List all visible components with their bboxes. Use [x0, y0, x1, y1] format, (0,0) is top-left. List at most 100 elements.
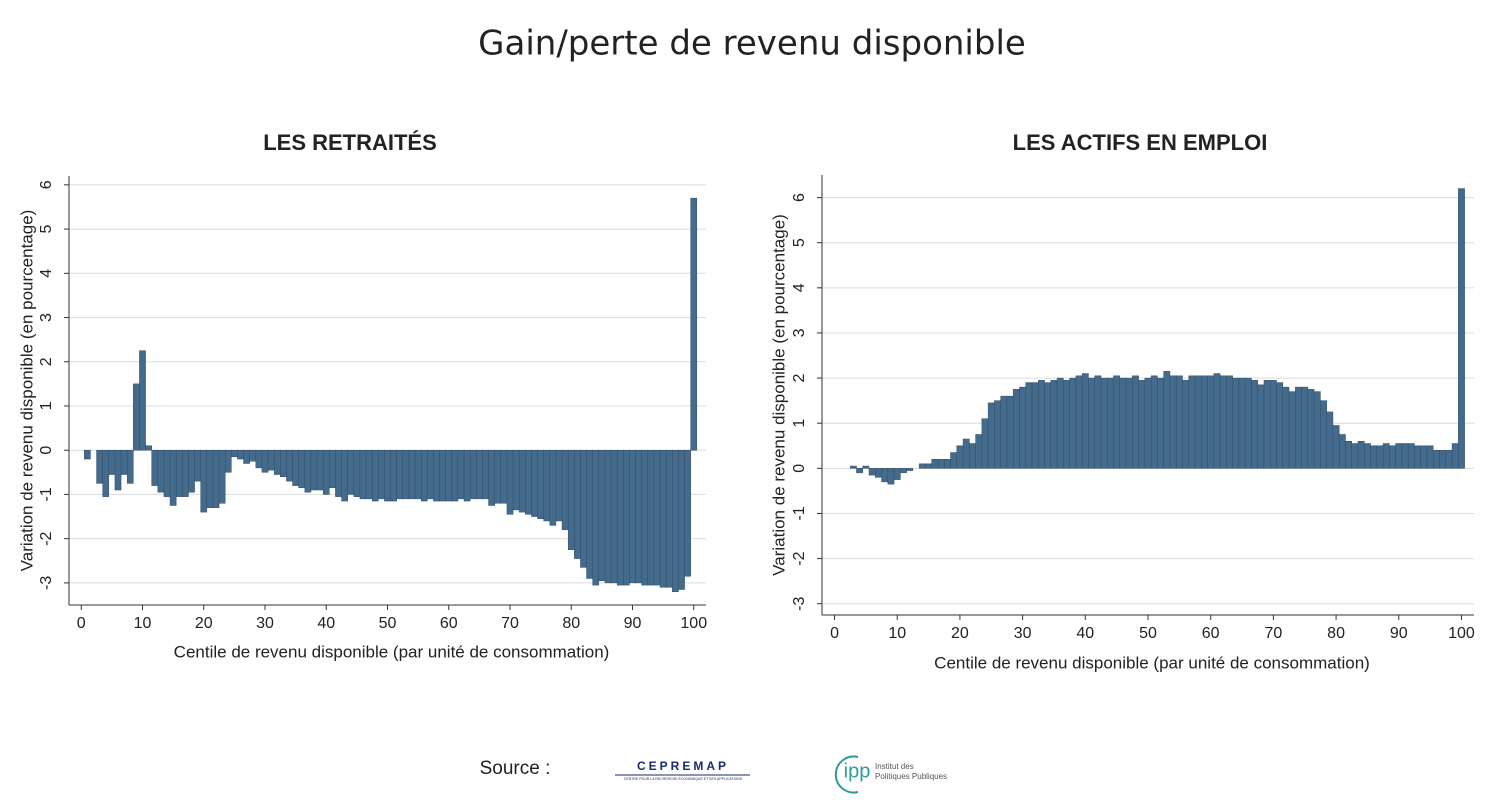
- bar: [1157, 377, 1164, 469]
- bar: [280, 449, 287, 477]
- bar: [286, 449, 293, 482]
- bar: [353, 449, 361, 497]
- bar: [1025, 382, 1033, 469]
- bar: [341, 449, 348, 502]
- y-tick-label: 0: [791, 464, 808, 473]
- ipp-name: ipp: [844, 760, 871, 782]
- x-tick-label: 70: [1264, 625, 1282, 642]
- bar: [531, 449, 538, 517]
- x-tick-label: 100: [680, 615, 707, 632]
- bar: [1182, 380, 1189, 469]
- bar: [169, 449, 177, 506]
- bar: [592, 449, 600, 586]
- bar: [451, 449, 459, 502]
- y-axis-label: Variation de revenu disponible (en pourc…: [769, 214, 788, 576]
- bar: [1232, 377, 1240, 469]
- ipp-arc: [834, 755, 859, 794]
- bar: [371, 449, 379, 502]
- bar: [445, 449, 453, 502]
- bar: [981, 418, 989, 469]
- x-axis-label: Centile de revenu disponible (par unité …: [174, 642, 610, 661]
- bar: [120, 449, 128, 475]
- ipp-logo: ipp Institut des Politiques Publiques: [834, 755, 947, 794]
- bar: [1251, 380, 1258, 469]
- bar: [84, 449, 91, 460]
- y-tick-label: 5: [38, 225, 55, 234]
- bar: [580, 449, 587, 568]
- bar: [994, 400, 1001, 469]
- bar: [1364, 443, 1371, 469]
- bar: [494, 449, 502, 504]
- bar: [1295, 386, 1302, 469]
- bar: [457, 449, 465, 500]
- bar: [1188, 375, 1196, 469]
- bar: [629, 449, 636, 584]
- bar: [126, 449, 134, 484]
- bar: [1426, 445, 1434, 469]
- bar: [616, 449, 624, 586]
- bar: [1163, 371, 1171, 469]
- bar: [862, 465, 870, 469]
- bar: [261, 449, 269, 473]
- bar: [463, 449, 471, 502]
- bar: [574, 449, 581, 559]
- bar: [549, 449, 557, 526]
- y-tick-label: 3: [38, 313, 55, 322]
- bar: [635, 449, 642, 584]
- bar: [1288, 391, 1296, 469]
- bar: [561, 449, 569, 531]
- bar: [1389, 445, 1396, 469]
- bar: [537, 449, 544, 520]
- y-axis-label: Variation de revenu disponible (en pourc…: [17, 210, 36, 572]
- x-tick-label: 60: [1202, 625, 1220, 642]
- bar: [856, 468, 864, 474]
- bar: [427, 449, 434, 500]
- bar: [1006, 395, 1014, 469]
- bar: [482, 449, 489, 500]
- x-axis-label: Centile de revenu disponible (par unité …: [934, 653, 1370, 672]
- bar: [925, 463, 932, 469]
- bar: [347, 449, 355, 495]
- bar: [1332, 425, 1340, 469]
- bar: [567, 449, 575, 550]
- bar: [893, 468, 901, 480]
- bar: [543, 449, 551, 522]
- bar: [1244, 377, 1252, 469]
- y-tick-label: 1: [38, 401, 55, 410]
- bar: [555, 449, 563, 522]
- x-tick-label: 10: [134, 615, 152, 632]
- x-tick-label: 0: [830, 625, 839, 642]
- bar: [102, 449, 110, 497]
- x-tick-label: 70: [501, 615, 519, 632]
- bar: [163, 449, 171, 497]
- bar: [1069, 377, 1077, 469]
- bar: [1357, 441, 1365, 469]
- bar: [1301, 386, 1309, 469]
- y-tick-label: 5: [791, 238, 808, 247]
- bar: [900, 468, 907, 474]
- bar: [887, 468, 895, 485]
- bar: [1150, 375, 1158, 469]
- x-tick-label: 20: [951, 625, 969, 642]
- bar: [1107, 377, 1114, 469]
- bar: [1012, 389, 1020, 469]
- bar: [1307, 389, 1315, 469]
- bar: [365, 449, 373, 500]
- bar: [1144, 377, 1152, 469]
- bar: [1081, 373, 1089, 469]
- bar: [476, 449, 483, 500]
- bar: [194, 449, 201, 482]
- bar: [962, 438, 970, 469]
- y-tick-label: 3: [791, 328, 808, 337]
- bar: [1458, 188, 1465, 469]
- bar: [1138, 380, 1146, 469]
- y-tick-label: -2: [38, 531, 55, 545]
- y-tick-label: -2: [791, 551, 808, 565]
- x-tick-label: 10: [888, 625, 906, 642]
- x-tick-label: 30: [1014, 625, 1032, 642]
- bar: [243, 449, 250, 464]
- bar: [231, 449, 238, 458]
- bar: [1313, 391, 1321, 469]
- bar: [1395, 443, 1403, 469]
